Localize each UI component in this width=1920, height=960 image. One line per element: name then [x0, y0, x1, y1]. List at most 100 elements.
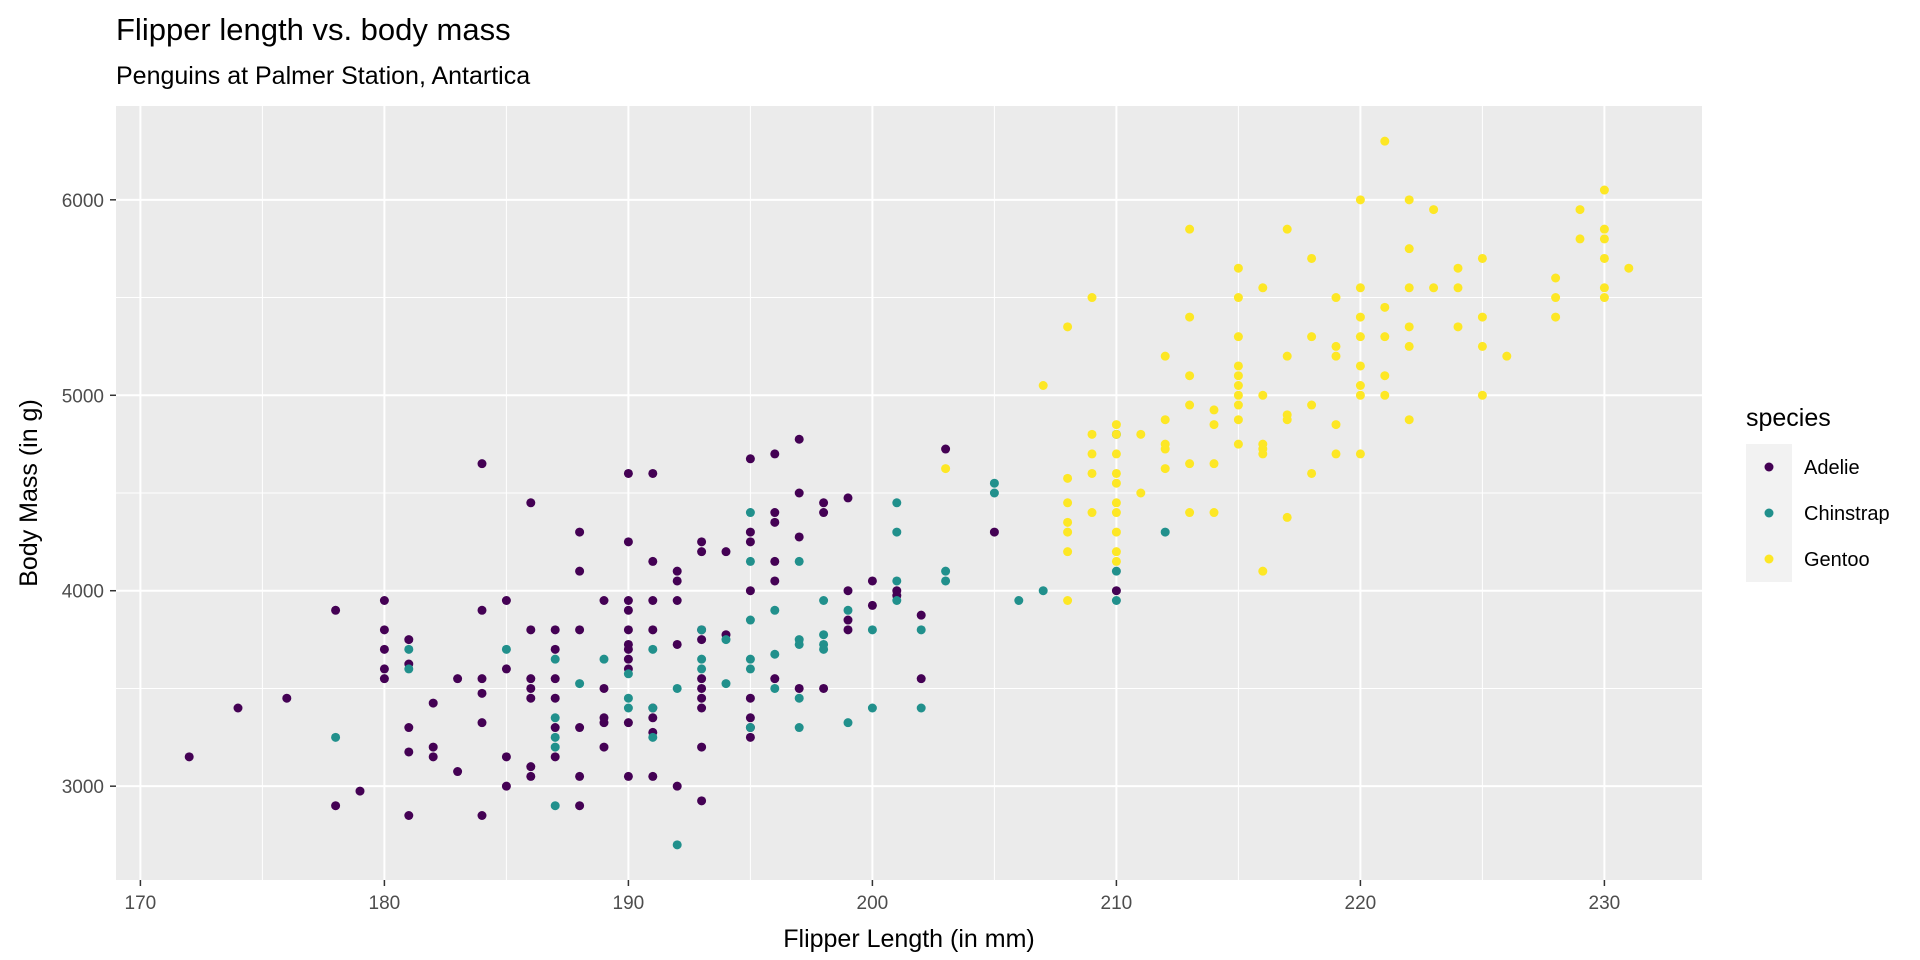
point-adelie	[843, 625, 853, 635]
point-adelie	[745, 454, 755, 464]
point-chinstrap	[745, 723, 755, 733]
point-adelie	[867, 600, 877, 610]
point-chinstrap	[1111, 596, 1121, 605]
point-adelie	[648, 713, 658, 723]
point-chinstrap	[916, 625, 926, 635]
point-gentoo	[1355, 312, 1365, 322]
point-gentoo	[1185, 224, 1195, 234]
y-tick-label: 6000	[62, 191, 104, 212]
point-chinstrap	[745, 654, 755, 664]
legend-key-chinstrap	[1764, 508, 1774, 518]
point-adelie	[575, 625, 585, 635]
point-adelie	[867, 576, 877, 586]
point-adelie	[745, 713, 755, 723]
point-gentoo	[1429, 205, 1439, 215]
point-adelie	[745, 537, 755, 547]
point-gentoo	[1160, 444, 1170, 454]
point-adelie	[428, 742, 438, 752]
point-gentoo	[1160, 464, 1170, 474]
point-adelie	[721, 547, 731, 557]
chart-title: Flipper length vs. body mass	[116, 12, 511, 47]
point-adelie	[1111, 586, 1121, 596]
point-gentoo	[1282, 512, 1292, 522]
point-gentoo	[1599, 224, 1609, 234]
point-gentoo	[1111, 429, 1121, 439]
x-tick-label: 190	[613, 893, 645, 914]
y-axis-title: Body Mass (in g)	[15, 399, 43, 587]
point-chinstrap	[623, 693, 633, 703]
point-gentoo	[1551, 293, 1561, 303]
point-gentoo	[1111, 420, 1121, 430]
point-adelie	[819, 508, 829, 518]
legend-key-gentoo	[1764, 554, 1774, 564]
point-adelie	[648, 771, 658, 781]
point-adelie	[526, 762, 536, 772]
point-gentoo	[1209, 459, 1219, 469]
point-chinstrap	[843, 605, 853, 615]
x-tick-label: 220	[1345, 893, 1377, 914]
point-adelie	[623, 468, 633, 478]
point-chinstrap	[892, 527, 902, 537]
point-gentoo	[1551, 312, 1561, 322]
point-gentoo	[1380, 332, 1390, 342]
point-adelie	[623, 596, 633, 605]
point-chinstrap	[819, 596, 829, 605]
point-gentoo	[1063, 517, 1073, 527]
point-gentoo	[1258, 283, 1268, 293]
point-chinstrap	[989, 488, 999, 498]
point-gentoo	[1038, 381, 1048, 390]
point-adelie	[672, 639, 682, 649]
point-gentoo	[1404, 283, 1414, 293]
point-gentoo	[1404, 195, 1414, 205]
point-adelie	[794, 532, 804, 542]
point-chinstrap	[1038, 586, 1048, 596]
point-adelie	[355, 786, 365, 796]
point-adelie	[428, 752, 438, 762]
point-gentoo	[1087, 293, 1097, 303]
point-chinstrap	[745, 508, 755, 518]
point-adelie	[770, 674, 780, 684]
point-chinstrap	[867, 625, 877, 635]
point-chinstrap	[867, 703, 877, 713]
point-gentoo	[1380, 302, 1390, 312]
point-adelie	[770, 576, 780, 586]
point-adelie	[184, 752, 194, 762]
chart-subtitle: Penguins at Palmer Station, Antartica	[116, 62, 530, 90]
point-adelie	[331, 605, 341, 615]
legend-label-adelie: Adelie	[1804, 457, 1860, 479]
point-adelie	[770, 556, 780, 566]
point-gentoo	[1233, 293, 1243, 303]
point-chinstrap	[648, 732, 658, 742]
point-gentoo	[1502, 351, 1512, 361]
point-chinstrap	[819, 630, 829, 640]
point-gentoo	[1185, 459, 1195, 469]
point-adelie	[575, 566, 585, 576]
point-adelie	[623, 644, 633, 654]
point-gentoo	[1136, 429, 1146, 439]
point-chinstrap	[697, 654, 707, 664]
point-adelie	[623, 605, 633, 615]
point-gentoo	[1404, 415, 1414, 425]
point-gentoo	[1087, 468, 1097, 478]
point-adelie	[819, 683, 829, 693]
y-tick-label: 5000	[62, 386, 104, 407]
point-adelie	[550, 625, 560, 635]
point-gentoo	[1355, 390, 1365, 400]
point-gentoo	[1282, 224, 1292, 234]
point-adelie	[745, 527, 755, 537]
point-gentoo	[1233, 439, 1243, 449]
point-gentoo	[1599, 283, 1609, 293]
point-chinstrap	[819, 644, 829, 654]
point-gentoo	[1160, 415, 1170, 425]
point-adelie	[379, 644, 389, 654]
point-gentoo	[1453, 283, 1463, 293]
point-adelie	[697, 742, 707, 752]
point-adelie	[477, 811, 487, 820]
point-chinstrap	[1160, 527, 1170, 537]
point-adelie	[672, 566, 682, 576]
point-chinstrap	[941, 576, 951, 586]
point-chinstrap	[550, 801, 560, 811]
point-adelie	[989, 527, 999, 537]
point-adelie	[379, 596, 389, 605]
